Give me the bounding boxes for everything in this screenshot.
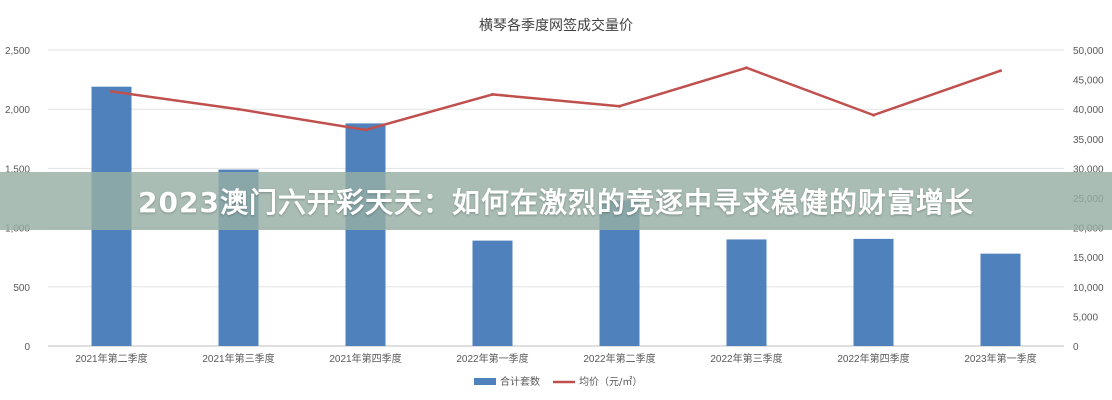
bar	[980, 253, 1021, 346]
right-tick-label: 45,000	[1073, 76, 1104, 87]
left-tick-label: 2,000	[5, 105, 30, 116]
title-banner: 2023澳门六开彩天天：如何在激烈的竞逐中寻求稳健的财富增长	[0, 172, 1112, 230]
left-tick-label: 1,500	[5, 164, 30, 175]
left-tick-label: 500	[13, 283, 30, 294]
right-tick-label: 35,000	[1073, 135, 1104, 146]
line-point	[491, 92, 494, 96]
bar	[472, 240, 513, 346]
line-point	[237, 107, 240, 111]
line-point	[364, 128, 367, 132]
bar	[345, 123, 386, 347]
right-tick-label: 15,000	[1073, 253, 1104, 264]
x-tick-label: 2021年第二季度	[75, 352, 147, 365]
line-point	[745, 66, 748, 70]
x-tick-label: 2022年第一季度	[456, 352, 528, 365]
right-tick-label: 0	[1073, 342, 1079, 353]
x-tick-label: 2022年第三季度	[710, 352, 782, 365]
x-tick-label: 2022年第二季度	[583, 352, 655, 365]
line-series	[110, 66, 1002, 132]
x-tick-label: 2022年第四季度	[837, 352, 909, 365]
legend-label-line: 均价（元/㎡）	[579, 376, 642, 388]
bar	[726, 239, 767, 346]
legend-swatch-bar	[474, 378, 496, 385]
legend: 合计套数 均价（元/㎡）	[474, 375, 642, 388]
right-tick-label: 50,000	[1073, 46, 1104, 57]
line-point	[618, 104, 621, 108]
x-axis: 2021年第二季度 2021年第三季度 2021年第四季度 2022年第一季度 2022…	[75, 352, 1036, 365]
x-tick-label: 2023年第一季度	[964, 352, 1036, 365]
line-point	[110, 89, 113, 93]
x-tick-label: 2021年第三季度	[202, 352, 274, 365]
right-tick-label: 10,000	[1073, 283, 1104, 294]
right-tick-label: 5,000	[1073, 312, 1098, 323]
line-point	[872, 113, 875, 117]
bar	[853, 238, 894, 346]
banner-title: 2023澳门六开彩天天：如何在激烈的竞逐中寻求稳健的财富增长	[138, 186, 974, 219]
right-tick-label: 30,000	[1073, 164, 1104, 175]
price-line	[111, 66, 1001, 132]
right-tick-label: 40,000	[1073, 105, 1104, 116]
chart-title: 横琴各季度网签成交量价	[479, 17, 633, 34]
x-tick-label: 2021年第四季度	[329, 352, 401, 365]
left-tick-label: 0	[24, 342, 30, 353]
line-point	[999, 69, 1002, 73]
legend-label-bar: 合计套数	[500, 375, 540, 388]
left-tick-label: 2,500	[5, 46, 30, 57]
